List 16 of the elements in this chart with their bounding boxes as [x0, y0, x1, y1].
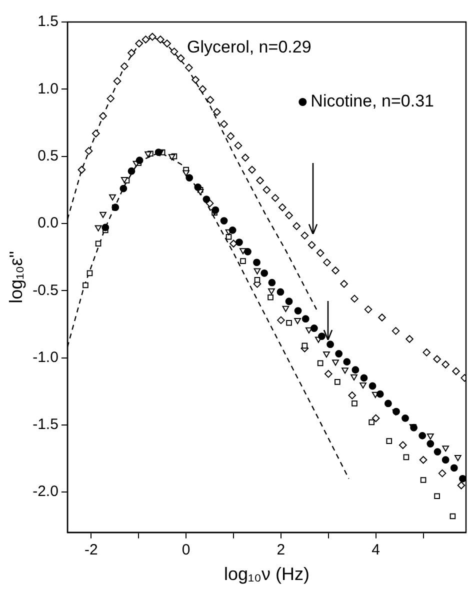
y-tick-label: 0.5: [38, 147, 58, 164]
y-axis-title: log₁₀ε'': [6, 250, 26, 304]
y-tick-label: -0.5: [32, 282, 58, 299]
y-tick-label: -2.0: [32, 483, 58, 500]
x-axis-title: log₁₀ν (Hz): [224, 564, 310, 584]
y-tick-label: -1.0: [32, 348, 58, 366]
x-tick-label: 4: [372, 542, 380, 559]
legend-label: Nicotine, n=0.31: [310, 92, 434, 111]
y-tick-label: 1.5: [38, 13, 58, 30]
x-tick-label: 2: [276, 542, 286, 559]
y-tick-label: 1.0: [38, 80, 58, 98]
y-tick-label: 0.0: [38, 214, 58, 232]
x-tick-label: 0: [182, 542, 190, 559]
x-tick-label: -2: [84, 542, 98, 559]
y-tick-label: -1.5: [32, 416, 58, 434]
annotation: Glycerol, n=0.29: [187, 38, 312, 57]
